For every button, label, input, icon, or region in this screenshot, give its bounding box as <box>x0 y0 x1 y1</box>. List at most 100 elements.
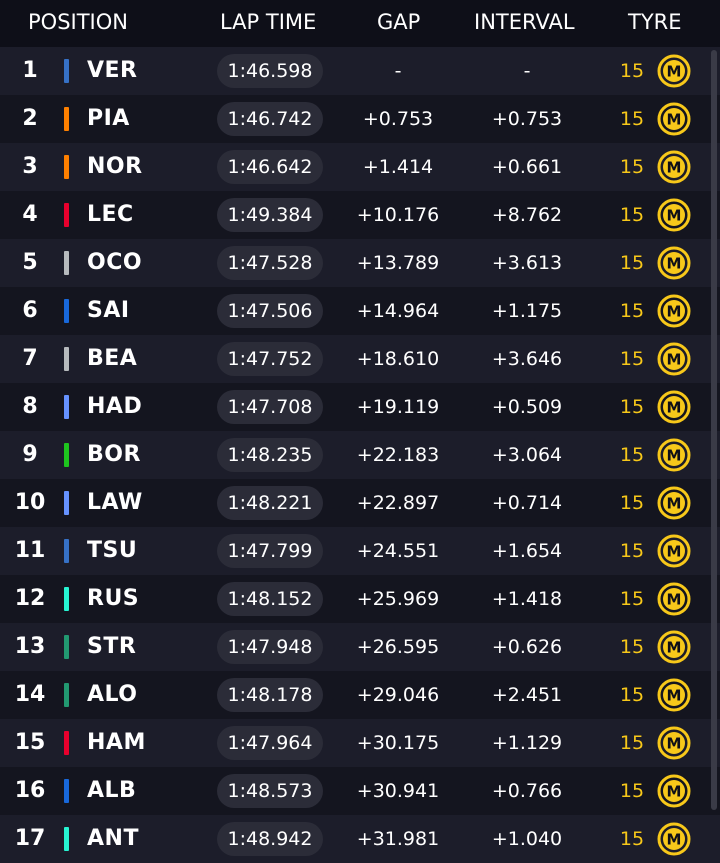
medium-tyre-icon: M <box>657 54 691 88</box>
lap-time-pill: 1:48.573 <box>217 774 323 808</box>
lap-time-pill: 1:48.152 <box>217 582 323 616</box>
gap-value: +26.595 <box>356 636 440 658</box>
driver-code: RUS <box>87 586 140 611</box>
position-number: 16 <box>14 778 46 803</box>
table-row-ver[interactable]: 1 VER 1:46.598 - - 15 M <box>0 47 720 95</box>
driver-code: LAW <box>87 490 143 515</box>
table-row-str[interactable]: 13 STR 1:47.948 +26.595 +0.626 15 M <box>0 623 720 671</box>
medium-tyre-icon: M <box>657 102 691 136</box>
driver-code: BOR <box>87 442 141 467</box>
tyre-laps: 15 <box>619 732 645 754</box>
lap-time-pill: 1:47.964 <box>217 726 323 760</box>
interval-value: +0.753 <box>491 108 563 130</box>
tyre-laps: 15 <box>619 492 645 514</box>
lap-time-pill: 1:46.742 <box>217 102 323 136</box>
tyre-laps: 15 <box>619 300 645 322</box>
gap-value: +13.789 <box>356 252 440 274</box>
table-row-alo[interactable]: 14 ALO 1:48.178 +29.046 +2.451 15 M <box>0 671 720 719</box>
header-gap: GAP <box>377 10 421 34</box>
team-color-bar <box>64 491 69 515</box>
table-header: POSITION LAP TIME GAP INTERVAL TYRE <box>0 0 720 47</box>
interval-value: +2.451 <box>491 684 563 706</box>
lap-time-pill: 1:48.221 <box>217 486 323 520</box>
driver-code: ANT <box>87 826 139 851</box>
header-position: POSITION <box>28 10 128 34</box>
medium-tyre-icon: M <box>657 582 691 616</box>
driver-code: VER <box>87 58 138 83</box>
medium-tyre-icon: M <box>657 198 691 232</box>
table-row-rus[interactable]: 12 RUS 1:48.152 +25.969 +1.418 15 M <box>0 575 720 623</box>
driver-code: SAI <box>87 298 130 323</box>
position-number: 4 <box>22 202 38 227</box>
driver-code: OCO <box>87 250 143 275</box>
lap-time-pill: 1:48.178 <box>217 678 323 712</box>
table-row-law[interactable]: 10 LAW 1:48.221 +22.897 +0.714 15 M <box>0 479 720 527</box>
lap-time-pill: 1:47.799 <box>217 534 323 568</box>
interval-value: +3.613 <box>491 252 563 274</box>
position-number: 9 <box>22 442 38 467</box>
position-number: 12 <box>14 586 46 611</box>
table-row-alb[interactable]: 16 ALB 1:48.573 +30.941 +0.766 15 M <box>0 767 720 815</box>
table-row-sai[interactable]: 6 SAI 1:47.506 +14.964 +1.175 15 M <box>0 287 720 335</box>
svg-text:M: M <box>667 831 682 849</box>
table-row-bea[interactable]: 7 BEA 1:47.752 +18.610 +3.646 15 M <box>0 335 720 383</box>
header-tyre: TYRE <box>628 10 682 34</box>
tyre-laps: 15 <box>619 108 645 130</box>
svg-text:M: M <box>667 735 682 753</box>
table-row-oco[interactable]: 5 OCO 1:47.528 +13.789 +3.613 15 M <box>0 239 720 287</box>
team-color-bar <box>64 539 69 563</box>
team-color-bar <box>64 347 69 371</box>
table-row-ant[interactable]: 17 ANT 1:48.942 +31.981 +1.040 15 M <box>0 815 720 863</box>
team-color-bar <box>64 443 69 467</box>
table-row-tsu[interactable]: 11 TSU 1:47.799 +24.551 +1.654 15 M <box>0 527 720 575</box>
svg-text:M: M <box>667 351 682 369</box>
table-row-ham[interactable]: 15 HAM 1:47.964 +30.175 +1.129 15 M <box>0 719 720 767</box>
table-row-had[interactable]: 8 HAD 1:47.708 +19.119 +0.509 15 M <box>0 383 720 431</box>
interval-value: +0.766 <box>491 780 563 802</box>
header-lap-time: LAP TIME <box>220 10 317 34</box>
interval-value: +0.626 <box>491 636 563 658</box>
team-color-bar <box>64 203 69 227</box>
standings-list: 1 VER 1:46.598 - - 15 M 2 PIA 1:46.742 +… <box>0 47 720 863</box>
lap-time-pill: 1:46.642 <box>217 150 323 184</box>
team-color-bar <box>64 731 69 755</box>
medium-tyre-icon: M <box>657 822 691 856</box>
medium-tyre-icon: M <box>657 630 691 664</box>
svg-text:M: M <box>667 255 682 273</box>
lap-time-pill: 1:46.598 <box>217 54 323 88</box>
driver-code: BEA <box>87 346 138 371</box>
gap-value: +31.981 <box>356 828 440 850</box>
team-color-bar <box>64 635 69 659</box>
interval-value: +1.040 <box>491 828 563 850</box>
gap-value: +0.753 <box>362 108 434 130</box>
position-number: 13 <box>14 634 46 659</box>
team-color-bar <box>64 59 69 83</box>
position-number: 11 <box>14 538 46 563</box>
medium-tyre-icon: M <box>657 246 691 280</box>
table-row-bor[interactable]: 9 BOR 1:48.235 +22.183 +3.064 15 M <box>0 431 720 479</box>
scrollbar[interactable] <box>711 50 717 810</box>
interval-value: +3.646 <box>491 348 563 370</box>
svg-text:M: M <box>667 543 682 561</box>
interval-value: +1.175 <box>491 300 563 322</box>
table-row-pia[interactable]: 2 PIA 1:46.742 +0.753 +0.753 15 M <box>0 95 720 143</box>
svg-text:M: M <box>667 447 682 465</box>
gap-value: +19.119 <box>356 396 440 418</box>
table-row-lec[interactable]: 4 LEC 1:49.384 +10.176 +8.762 15 M <box>0 191 720 239</box>
gap-value: +25.969 <box>356 588 440 610</box>
tyre-laps: 15 <box>619 396 645 418</box>
position-number: 6 <box>22 298 38 323</box>
medium-tyre-icon: M <box>657 438 691 472</box>
svg-text:M: M <box>667 399 682 417</box>
team-color-bar <box>64 299 69 323</box>
table-row-nor[interactable]: 3 NOR 1:46.642 +1.414 +0.661 15 M <box>0 143 720 191</box>
lap-time-pill: 1:48.235 <box>217 438 323 472</box>
lap-time-pill: 1:47.708 <box>217 390 323 424</box>
interval-value: +8.762 <box>491 204 563 226</box>
tyre-laps: 15 <box>619 60 645 82</box>
medium-tyre-icon: M <box>657 726 691 760</box>
interval-value: +0.509 <box>491 396 563 418</box>
driver-code: HAD <box>87 394 143 419</box>
driver-code: STR <box>87 634 137 659</box>
